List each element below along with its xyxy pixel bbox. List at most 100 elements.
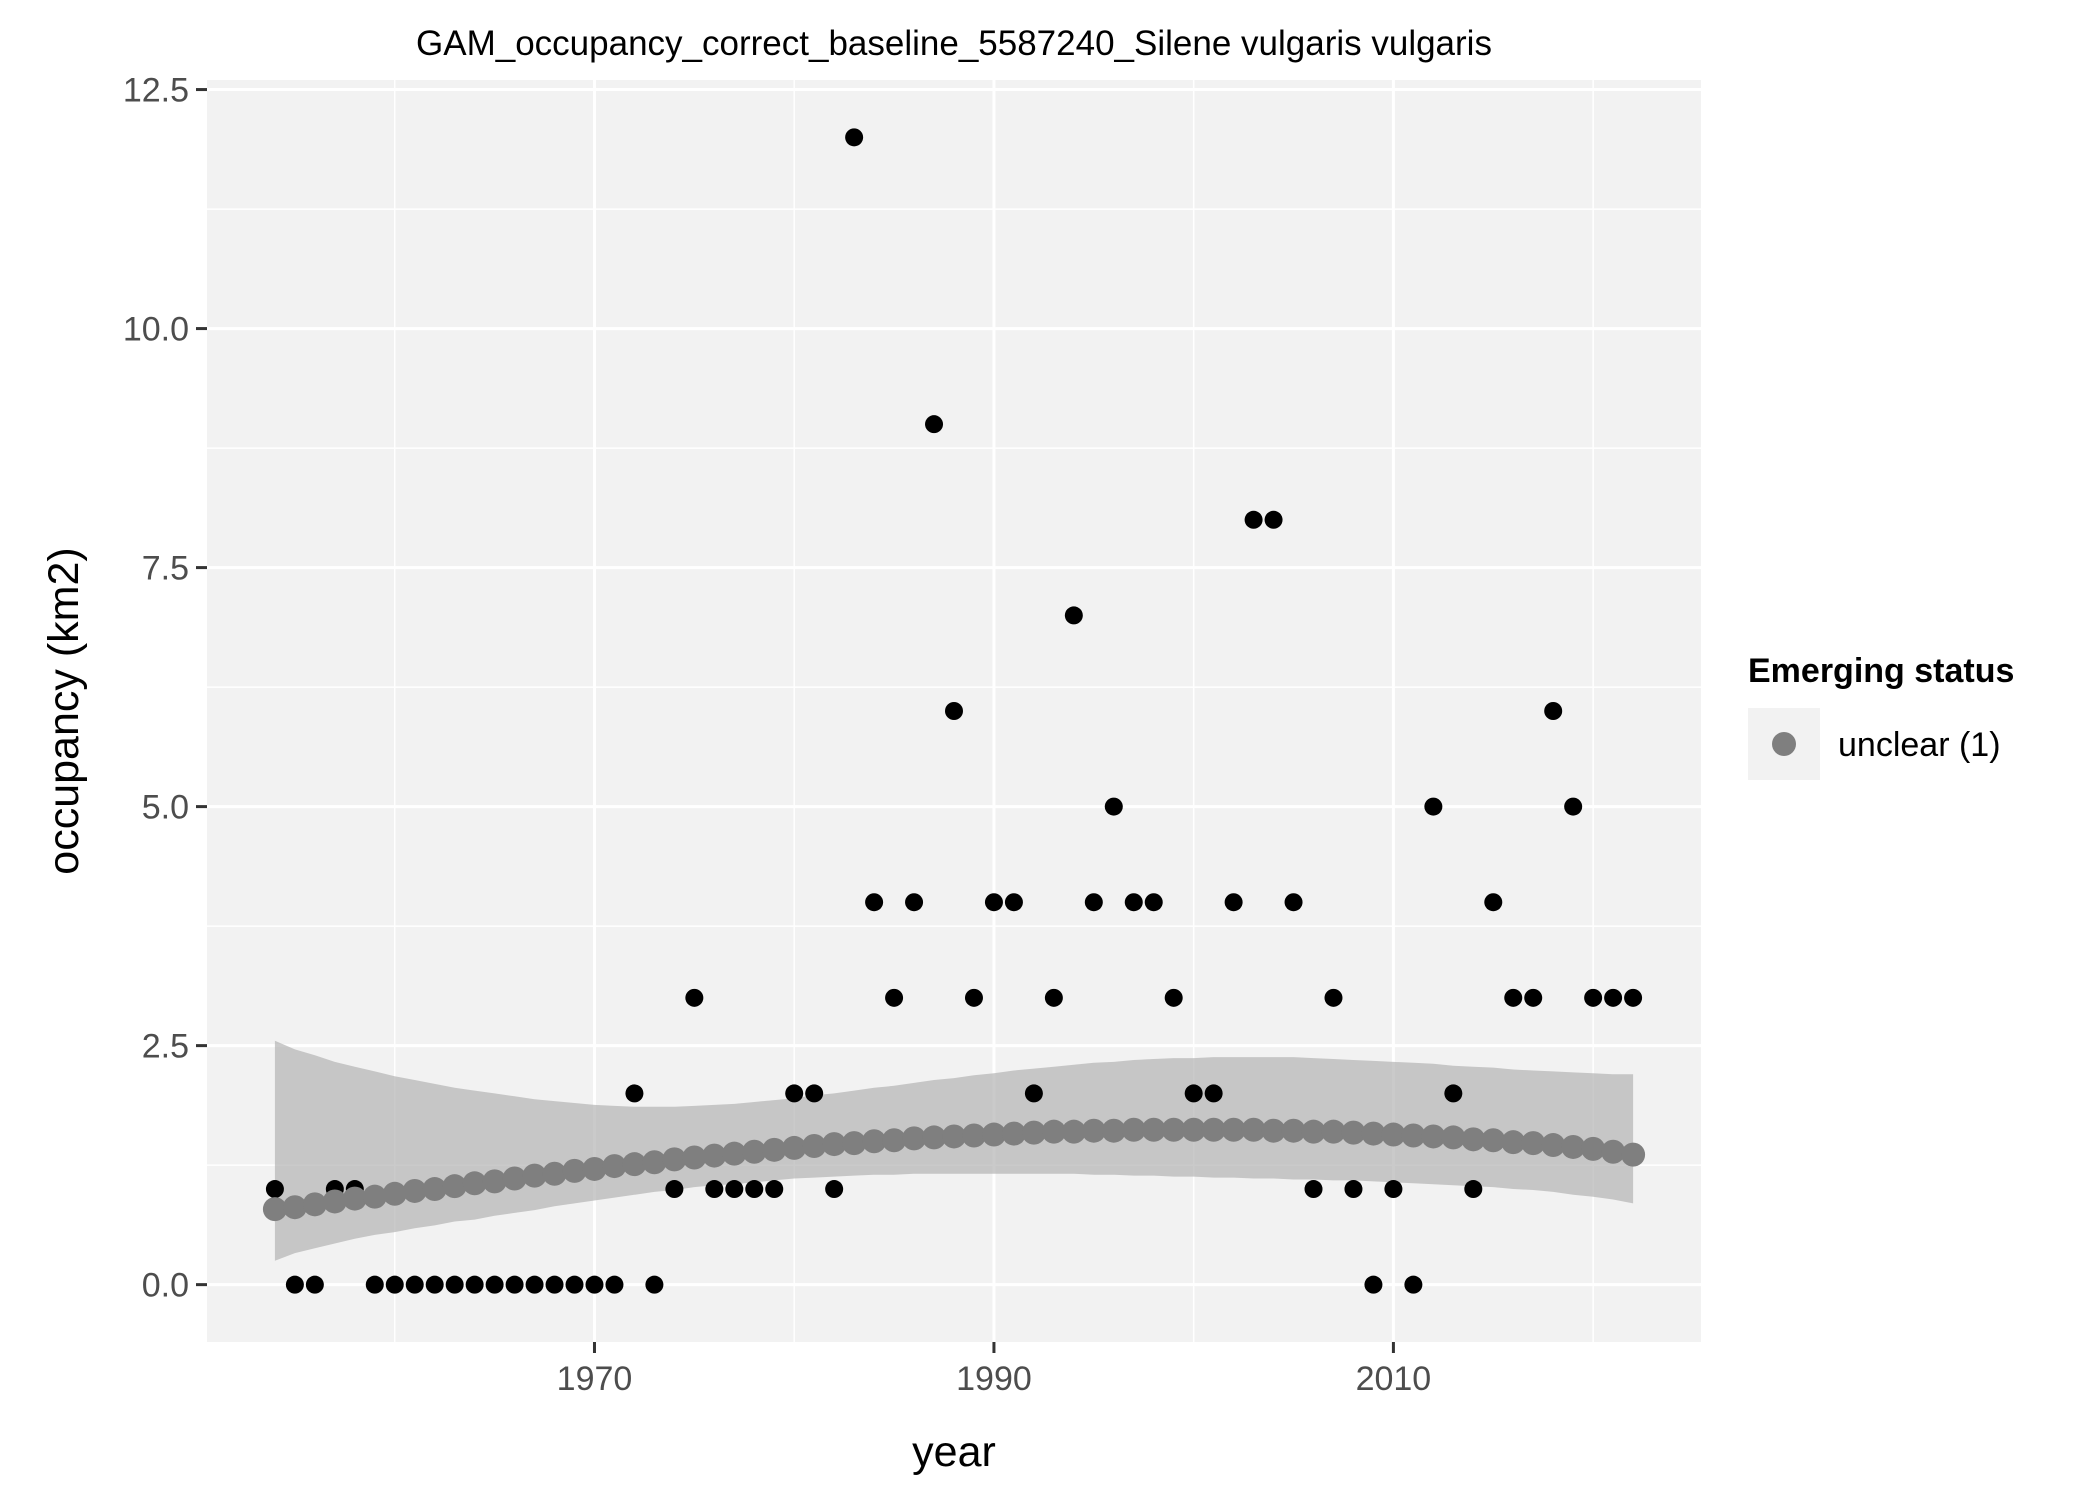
observed-point bbox=[1624, 988, 1643, 1007]
observed-point bbox=[605, 1275, 624, 1294]
legend: Emerging status unclear (1) bbox=[1748, 652, 2014, 780]
observed-point bbox=[964, 988, 983, 1007]
observed-point bbox=[885, 988, 904, 1007]
confidence-band bbox=[274, 1040, 1634, 1261]
observed-point bbox=[725, 1180, 744, 1199]
fitted-point bbox=[1621, 1142, 1646, 1167]
observed-point bbox=[1544, 702, 1563, 720]
fitted-points bbox=[262, 1117, 1646, 1222]
fitted-point bbox=[642, 1150, 667, 1175]
observed-point bbox=[845, 128, 864, 147]
y-tick-label: 5.0 bbox=[142, 789, 189, 827]
observed-point bbox=[525, 1275, 544, 1294]
fitted-point bbox=[502, 1166, 527, 1191]
observed-point bbox=[685, 988, 704, 1007]
observed-point bbox=[1164, 988, 1183, 1007]
fitted-point bbox=[1021, 1120, 1046, 1145]
observed-point bbox=[865, 893, 884, 912]
fitted-point bbox=[522, 1163, 547, 1188]
fitted-point bbox=[961, 1123, 986, 1148]
fitted-point bbox=[322, 1189, 347, 1214]
fitted-point bbox=[981, 1122, 1006, 1147]
observed-point bbox=[1324, 988, 1343, 1007]
fitted-point bbox=[482, 1169, 507, 1194]
fitted-point bbox=[1181, 1117, 1206, 1142]
fitted-point bbox=[1461, 1127, 1486, 1152]
observed-point bbox=[1304, 1180, 1323, 1199]
observed-point bbox=[645, 1275, 664, 1294]
observed-point bbox=[665, 1180, 684, 1199]
fitted-point bbox=[682, 1145, 707, 1170]
fitted-point bbox=[822, 1132, 847, 1157]
observed-point bbox=[925, 415, 944, 434]
fitted-point bbox=[942, 1124, 966, 1149]
fitted-point bbox=[902, 1126, 927, 1151]
observed-point bbox=[1564, 797, 1583, 816]
observed-point bbox=[505, 1275, 524, 1294]
fitted-point bbox=[1401, 1123, 1426, 1148]
observed-point bbox=[405, 1275, 424, 1294]
observed-point bbox=[984, 893, 1003, 912]
fitted-point bbox=[782, 1135, 807, 1160]
x-axis-title: year bbox=[912, 1428, 996, 1476]
fitted-point bbox=[1281, 1118, 1306, 1143]
observed-point bbox=[625, 1084, 644, 1103]
fitted-point bbox=[1381, 1122, 1406, 1147]
fitted-point bbox=[1441, 1125, 1466, 1150]
observed-point bbox=[1404, 1275, 1423, 1294]
fitted-point bbox=[1001, 1121, 1026, 1146]
fitted-point bbox=[1041, 1119, 1066, 1144]
legend-label: unclear (1) bbox=[1838, 726, 2001, 764]
fitted-point bbox=[342, 1186, 367, 1211]
fitted-point bbox=[762, 1137, 787, 1162]
fitted-point bbox=[282, 1195, 307, 1220]
observed-points bbox=[265, 128, 1643, 1294]
observed-point bbox=[705, 1180, 724, 1199]
fitted-point bbox=[1241, 1117, 1266, 1142]
chart-title: GAM_occupancy_correct_baseline_5587240_S… bbox=[416, 24, 1492, 63]
fitted-point bbox=[1521, 1131, 1546, 1156]
observed-point bbox=[1364, 1275, 1383, 1294]
observed-point bbox=[765, 1180, 784, 1199]
x-tick-label: 1970 bbox=[557, 1360, 633, 1398]
observed-point bbox=[1184, 1084, 1203, 1103]
y-tick-label: 0.0 bbox=[142, 1267, 189, 1305]
observed-point bbox=[585, 1275, 604, 1294]
fitted-point bbox=[802, 1134, 827, 1159]
observed-point bbox=[1104, 797, 1123, 816]
observed-point bbox=[1004, 893, 1023, 912]
observed-point bbox=[1484, 893, 1503, 912]
fitted-point bbox=[1341, 1120, 1366, 1145]
observed-point bbox=[1204, 1084, 1223, 1103]
fitted-point bbox=[582, 1156, 607, 1181]
y-axis: 0.0 2.5 5.0 7.5 10.0 12.5 bbox=[123, 72, 207, 1305]
observed-point bbox=[365, 1275, 384, 1294]
observed-point bbox=[1444, 1084, 1463, 1103]
observed-point bbox=[1264, 510, 1283, 529]
fitted-point bbox=[1301, 1119, 1326, 1144]
observed-point bbox=[945, 702, 963, 720]
observed-point bbox=[565, 1275, 584, 1294]
observed-point bbox=[785, 1084, 804, 1103]
observed-point bbox=[1224, 893, 1243, 912]
fitted-point bbox=[442, 1174, 467, 1199]
fitted-point bbox=[1261, 1118, 1286, 1143]
fitted-point bbox=[1201, 1117, 1226, 1142]
y-tick-label: 2.5 bbox=[142, 1028, 189, 1066]
x-axis: 1970 1990 2010 bbox=[557, 1342, 1431, 1398]
observed-point bbox=[265, 1180, 284, 1199]
fitted-point bbox=[362, 1184, 387, 1209]
observed-point bbox=[1024, 1084, 1043, 1103]
fitted-point bbox=[262, 1197, 287, 1222]
observed-point bbox=[825, 1180, 844, 1199]
fitted-point bbox=[1061, 1119, 1086, 1144]
observed-point bbox=[1464, 1180, 1483, 1199]
fitted-point bbox=[542, 1161, 567, 1186]
fitted-point bbox=[382, 1181, 407, 1206]
fitted-point bbox=[1081, 1118, 1106, 1143]
observed-point bbox=[805, 1084, 824, 1103]
observed-point bbox=[1504, 988, 1523, 1007]
observed-point bbox=[1524, 988, 1543, 1007]
observed-point bbox=[745, 1180, 764, 1199]
